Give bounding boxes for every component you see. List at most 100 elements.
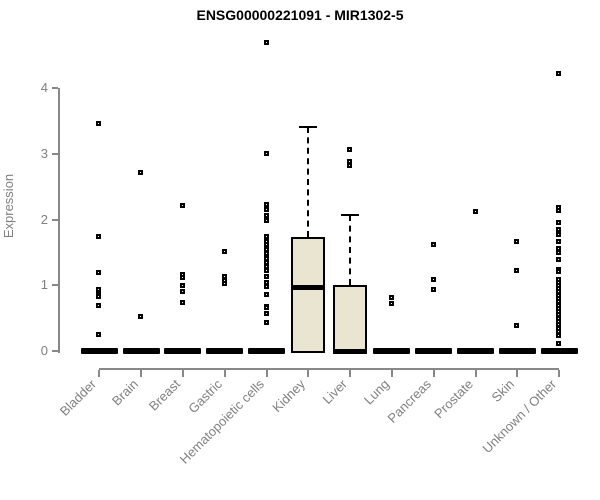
chart-title: ENSG00000221091 - MIR1302-5 xyxy=(196,7,404,23)
data-point xyxy=(138,314,144,320)
data-point xyxy=(556,219,562,225)
data-point xyxy=(430,287,436,293)
whisker xyxy=(349,215,352,286)
data-point xyxy=(514,322,520,328)
data-point xyxy=(430,276,436,282)
data-point xyxy=(221,248,227,254)
data-point xyxy=(556,207,562,213)
data-point xyxy=(263,201,269,207)
whisker-cap xyxy=(299,125,318,128)
x-axis-line xyxy=(99,368,560,370)
zero-bar xyxy=(373,348,411,354)
data-point xyxy=(514,268,520,274)
data-point xyxy=(179,274,185,280)
data-point xyxy=(263,218,269,224)
data-point xyxy=(263,291,269,297)
data-point xyxy=(388,301,394,307)
data-point xyxy=(96,332,102,338)
x-tick xyxy=(223,370,226,377)
whisker-cap xyxy=(341,214,360,216)
whisker xyxy=(307,126,310,237)
data-point xyxy=(179,203,185,209)
zero-bar xyxy=(498,348,536,354)
data-point xyxy=(556,269,562,274)
data-point xyxy=(96,293,102,299)
data-point xyxy=(556,239,562,245)
box xyxy=(291,236,326,353)
x-tick xyxy=(140,370,143,377)
data-point xyxy=(556,232,562,238)
x-tick xyxy=(265,370,268,377)
data-point xyxy=(263,311,269,317)
data-point xyxy=(263,251,269,257)
y-tick xyxy=(52,218,58,221)
data-point xyxy=(263,279,269,285)
data-point xyxy=(347,163,353,169)
data-point xyxy=(179,283,185,289)
x-tick xyxy=(98,370,101,377)
data-point xyxy=(263,284,269,290)
y-tick xyxy=(52,350,58,352)
y-tick xyxy=(52,87,58,90)
data-point xyxy=(430,242,436,248)
x-tick xyxy=(307,370,310,377)
data-point xyxy=(514,239,520,245)
y-tick-label: 2 xyxy=(40,211,48,227)
x-tick xyxy=(432,370,435,377)
y-tick xyxy=(52,152,58,155)
data-point xyxy=(263,213,269,219)
data-point xyxy=(138,170,144,176)
zero-bar xyxy=(248,348,285,354)
y-tick-label: 1 xyxy=(40,277,48,293)
box xyxy=(333,285,368,353)
y-tick-label: 3 xyxy=(40,145,48,161)
data-point xyxy=(556,226,562,232)
box-median xyxy=(333,348,368,354)
data-point xyxy=(179,288,185,294)
data-point xyxy=(263,273,269,279)
data-point xyxy=(96,120,102,126)
x-tick xyxy=(558,370,561,377)
data-point xyxy=(179,299,185,305)
x-tick xyxy=(181,370,184,377)
zero-bar xyxy=(415,348,453,354)
data-point xyxy=(263,151,269,157)
data-point xyxy=(96,302,102,308)
y-axis-line xyxy=(58,88,60,353)
zero-bar xyxy=(540,348,578,354)
data-point xyxy=(263,242,269,248)
x-tick xyxy=(349,370,352,377)
data-point xyxy=(556,71,562,77)
zero-bar xyxy=(457,348,494,354)
x-tick xyxy=(390,370,393,377)
zero-bar xyxy=(206,348,244,354)
x-tick xyxy=(516,370,519,377)
data-point xyxy=(556,249,562,255)
x-category-label: Unknown / Other xyxy=(479,376,560,456)
data-point xyxy=(556,341,562,347)
y-tick-label: 4 xyxy=(40,80,48,96)
data-point xyxy=(96,286,102,292)
data-point xyxy=(263,246,269,252)
zero-bar xyxy=(122,348,160,354)
data-point xyxy=(388,294,394,300)
y-tick-label: 0 xyxy=(40,343,48,358)
data-point xyxy=(221,281,227,287)
x-tick xyxy=(474,370,477,377)
data-point xyxy=(96,234,102,240)
data-point xyxy=(556,257,562,263)
data-point xyxy=(263,267,269,273)
data-point xyxy=(263,40,269,46)
zero-bar xyxy=(164,348,202,354)
data-point xyxy=(347,147,353,153)
data-point xyxy=(96,269,102,275)
data-point xyxy=(263,305,269,311)
data-point xyxy=(263,207,269,213)
zero-bar xyxy=(80,348,118,354)
data-point xyxy=(556,332,562,338)
y-axis-title: Expression xyxy=(1,173,16,239)
data-point xyxy=(472,209,478,215)
data-point xyxy=(263,233,269,239)
data-point xyxy=(263,320,269,326)
